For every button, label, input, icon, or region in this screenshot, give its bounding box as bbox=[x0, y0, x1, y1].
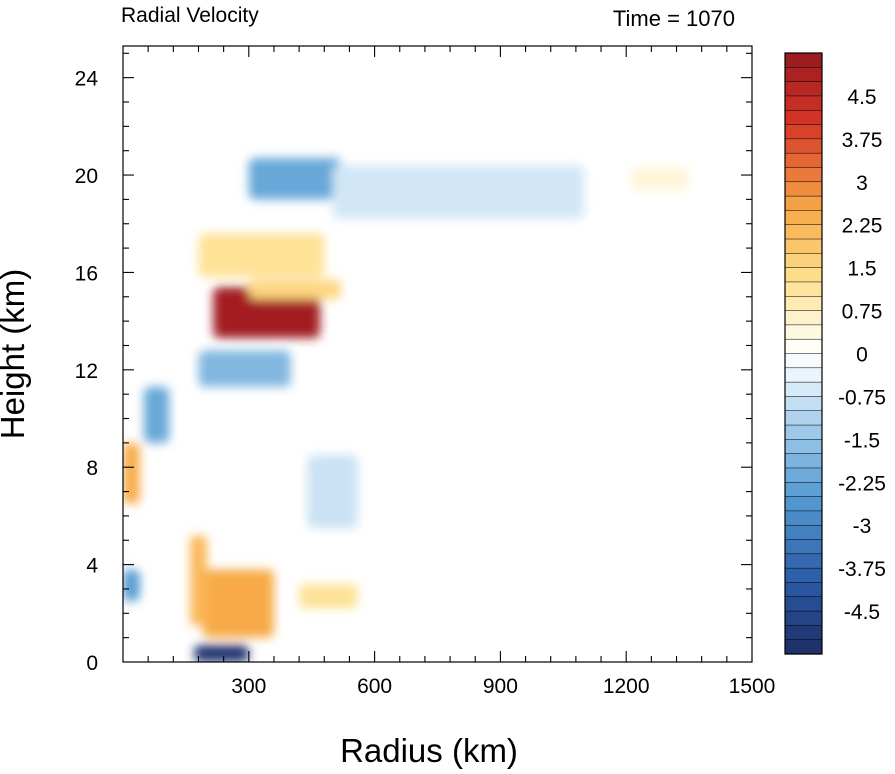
colorbar-box bbox=[784, 353, 823, 369]
colorbar-box bbox=[784, 625, 823, 641]
colorbar-box bbox=[784, 424, 823, 440]
colorbar-box bbox=[784, 510, 823, 526]
velocity-cell bbox=[123, 569, 140, 602]
colorbar-box bbox=[784, 52, 823, 68]
colorbar-box bbox=[784, 553, 823, 569]
x-tick-label: 900 bbox=[483, 675, 518, 698]
colorbar: 4.5 3.75 3 2.25 1.5 0.75 0 -0.75 -1.5 -2.25 -3 -3.7… bbox=[784, 52, 886, 655]
velocity-cell bbox=[198, 233, 325, 278]
colorbar-box bbox=[784, 95, 823, 111]
colorbar-label: 1.5 bbox=[847, 258, 876, 281]
velocity-cell bbox=[248, 279, 342, 300]
colorbar-box bbox=[784, 381, 823, 397]
chart-title: Radial Velocity bbox=[121, 4, 259, 27]
colorbar-box bbox=[784, 181, 823, 197]
colorbar-box bbox=[784, 224, 823, 240]
colorbar-box bbox=[784, 582, 823, 598]
colorbar-box bbox=[784, 281, 823, 297]
y-tick-label: 8 bbox=[86, 457, 98, 480]
velocity-cell bbox=[213, 287, 321, 339]
colorbar-box bbox=[784, 639, 823, 655]
y-tick-label: 0 bbox=[86, 652, 98, 675]
plot-area bbox=[122, 45, 753, 663]
colorbar-label: 3 bbox=[856, 172, 868, 195]
velocity-cell bbox=[299, 584, 358, 609]
colorbar-box bbox=[784, 524, 823, 541]
colorbar-label: 3.75 bbox=[842, 129, 883, 152]
colorbar-box bbox=[784, 367, 823, 383]
y-tick-label: 20 bbox=[75, 165, 98, 188]
velocity-cell bbox=[190, 535, 207, 626]
x-tick-label: 1500 bbox=[729, 675, 776, 698]
colorbar-boxes bbox=[784, 52, 823, 655]
y-tick-label: 24 bbox=[75, 68, 99, 91]
colorbar-box bbox=[784, 324, 823, 340]
velocity-cell bbox=[143, 386, 170, 443]
colorbar-label: -2.25 bbox=[838, 472, 886, 495]
colorbar-box bbox=[784, 439, 823, 455]
colorbar-box bbox=[784, 81, 823, 97]
velocity-cell bbox=[332, 165, 585, 219]
colorbar-box bbox=[784, 567, 823, 584]
colorbar-frame bbox=[784, 52, 823, 655]
colorbar-box bbox=[784, 467, 823, 483]
x-tick-label: 1200 bbox=[603, 675, 650, 698]
colorbar-box bbox=[784, 453, 823, 469]
colorbar-box bbox=[784, 195, 823, 211]
colorbar-box bbox=[784, 152, 823, 169]
velocity-cell bbox=[123, 442, 140, 504]
colorbar-box bbox=[784, 238, 823, 254]
colorbar-box bbox=[784, 596, 823, 612]
colorbar-label: -4.5 bbox=[844, 601, 880, 624]
y-tick-label: 4 bbox=[86, 555, 98, 578]
velocity-cell bbox=[198, 350, 291, 387]
colorbar-box bbox=[784, 167, 823, 183]
colorbar-label: 2.25 bbox=[842, 215, 883, 238]
axis-ticks bbox=[123, 46, 752, 662]
plot-frame bbox=[122, 45, 753, 663]
colorbar-box bbox=[784, 253, 823, 269]
velocity-cell bbox=[194, 644, 249, 662]
y-tick-label: 12 bbox=[75, 360, 98, 383]
velocity-cell bbox=[630, 167, 690, 190]
x-tick-label: 300 bbox=[231, 675, 266, 698]
colorbar-box bbox=[784, 610, 823, 626]
x-axis-label: Radius (km) bbox=[340, 732, 518, 769]
x-tick-label: 600 bbox=[357, 675, 392, 698]
x-tick-labels: 300 600 900 1200 1500 bbox=[231, 675, 775, 698]
colorbar-box bbox=[784, 296, 823, 312]
colorbar-labels: 4.5 3.75 3 2.25 1.5 0.75 0 -0.75 -1.5 -2.25 -3 -3.7… bbox=[838, 86, 886, 624]
colorbar-box bbox=[784, 482, 823, 498]
colorbar-label: -3.75 bbox=[838, 558, 886, 581]
colorbar-box bbox=[784, 109, 823, 126]
colorbar-box bbox=[784, 396, 823, 412]
colorbar-box bbox=[784, 138, 823, 154]
chart-subtitle: Time = 1070 bbox=[613, 6, 735, 31]
colorbar-box bbox=[784, 310, 823, 326]
y-tick-labels: 0 4 8 12 16 20 24 bbox=[75, 68, 99, 675]
colorbar-box bbox=[784, 338, 823, 355]
colorbar-box bbox=[784, 210, 823, 226]
y-axis-label: Height (km) bbox=[0, 269, 31, 440]
velocity-cell bbox=[307, 455, 358, 529]
colorbar-label: -0.75 bbox=[838, 386, 886, 409]
colorbar-box bbox=[784, 67, 823, 83]
velocity-cell bbox=[248, 158, 342, 200]
colorbar-box bbox=[784, 410, 823, 426]
velocity-field bbox=[123, 158, 690, 662]
colorbar-box bbox=[784, 496, 823, 512]
colorbar-box bbox=[784, 267, 823, 283]
colorbar-label: 0 bbox=[856, 344, 868, 367]
colorbar-box bbox=[784, 539, 823, 555]
colorbar-label: 0.75 bbox=[842, 301, 883, 324]
colorbar-label: -3 bbox=[853, 515, 872, 538]
colorbar-label: -1.5 bbox=[844, 429, 880, 452]
velocity-cell bbox=[202, 569, 274, 638]
y-tick-label: 16 bbox=[75, 262, 98, 285]
colorbar-box bbox=[784, 124, 823, 140]
colorbar-label: 4.5 bbox=[847, 86, 876, 109]
